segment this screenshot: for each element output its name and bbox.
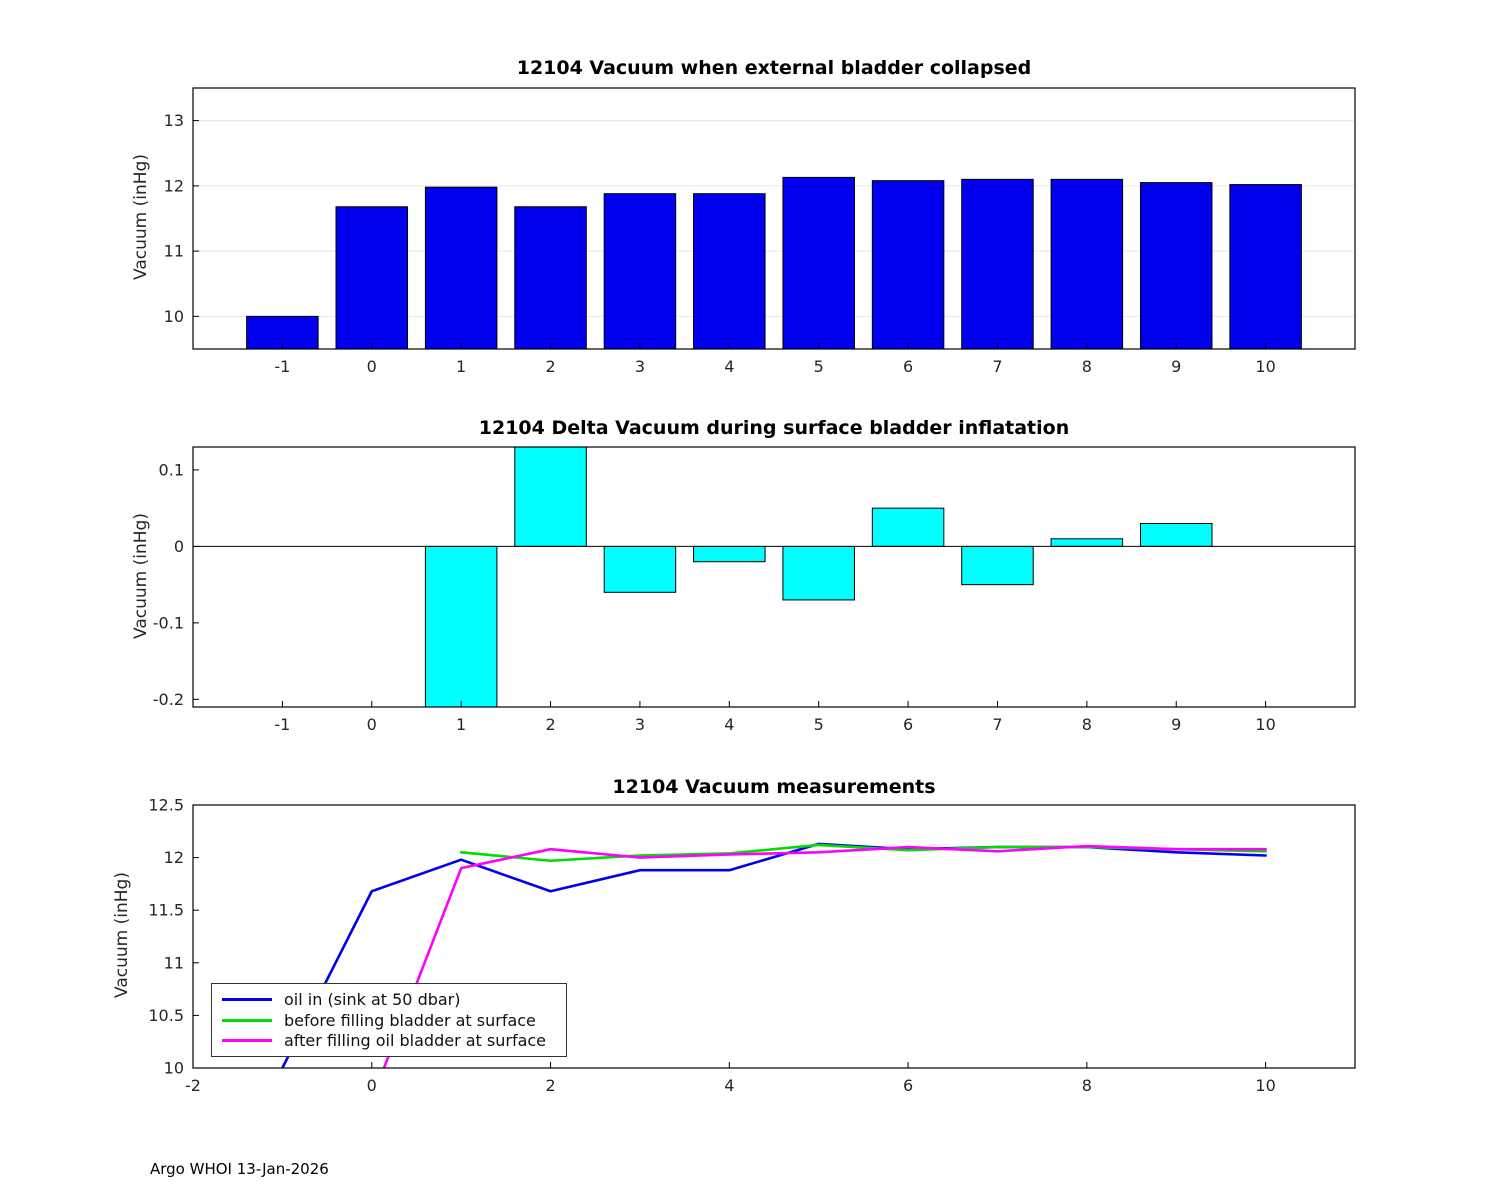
chart1-title: 12104 Vacuum when external bladder colla… [516,57,1032,79]
x-tick-label: 1 [456,357,466,376]
bar [603,545,677,593]
bar [1050,178,1124,349]
x-tick-label: 1 [456,715,466,734]
y-tick-label: 0 [174,537,184,556]
y-tick-label: -0.2 [153,690,184,709]
legend: oil in (sink at 50 dbar) before filling … [211,983,567,1057]
x-tick-label: 9 [1171,357,1181,376]
bar [782,176,855,349]
x-tick-label: 6 [903,715,913,734]
x-tick-label: 4 [724,715,734,734]
x-tick-label: -2 [185,1076,201,1095]
x-tick-label: 4 [724,357,734,376]
legend-swatch [222,1018,272,1022]
x-tick-label: 0 [367,1076,377,1095]
x-tick-label: 5 [814,715,824,734]
bar [782,545,855,601]
x-tick-label: 8 [1082,357,1092,376]
x-tick-label: 10 [1255,357,1275,376]
axes-box [192,804,1356,1069]
y-tick-label: 12 [164,176,184,195]
axes-box [192,446,1356,708]
y-tick-label: 11 [164,242,184,261]
chart1-ylabel: Vacuum (inHg) [131,154,151,280]
y-tick-label: 10.5 [148,1006,184,1025]
x-tick-label: 6 [903,357,913,376]
x-tick-label: 3 [635,715,645,734]
chart3-title: 12104 Vacuum measurements [612,776,936,798]
y-tick-label: 11 [164,953,184,972]
legend-item: after filling oil bladder at surface [222,1030,560,1051]
x-tick-label: 7 [992,357,1002,376]
footer-text: Argo WHOI 13-Jan-2026 [150,1160,329,1178]
plot-content [281,842,1267,1068]
y-tick-label: 10 [164,307,184,326]
bar [961,178,1034,349]
x-tick-label: 10 [1255,715,1275,734]
x-tick-label: 3 [635,357,645,376]
x-tick-label: 2 [545,1076,555,1095]
bar [1139,522,1213,547]
series-line [382,844,1267,1068]
x-tick-label: 2 [545,357,555,376]
chart2-title: 12104 Delta Vacuum during surface bladde… [478,417,1070,439]
plot-content [424,447,1213,707]
y-tick-label: 13 [164,111,184,130]
bar [424,186,498,349]
bar [961,545,1034,586]
chart2-ylabel: Vacuum (inHg) [131,513,151,639]
x-tick-label: 5 [814,357,824,376]
y-tick-label: 12 [164,848,184,867]
x-tick-label: 8 [1082,1076,1092,1095]
x-tick-label: -1 [274,357,290,376]
x-tick-label: 0 [367,357,377,376]
x-tick-label: 0 [367,715,377,734]
legend-label: before filling bladder at surface [284,1010,536,1030]
bar [693,545,766,563]
legend-label: after filling oil bladder at surface [284,1031,547,1051]
bar [603,193,677,349]
y-tick-label: -0.1 [153,613,184,632]
chart3-ylabel: Vacuum (inHg) [112,872,132,998]
legend-item: oil in (sink at 50 dbar) [222,989,560,1010]
x-tick-label: -1 [274,715,290,734]
x-tick-label: 7 [992,715,1002,734]
y-tick-label: 12.5 [148,796,184,815]
bar [1229,184,1302,349]
plot-content [246,176,1302,349]
bar [424,545,498,707]
x-tick-label: 6 [903,1076,913,1095]
x-tick-label: 8 [1082,715,1092,734]
y-tick-label: 10 [164,1059,184,1078]
bar [871,180,945,349]
bar [335,206,409,349]
bar [1139,182,1213,349]
x-tick-label: 4 [724,1076,734,1095]
y-tick-label: 11.5 [148,901,184,920]
x-tick-label: 9 [1171,715,1181,734]
x-tick-label: 10 [1255,1076,1275,1095]
bar [1050,538,1124,547]
legend-label: oil in (sink at 50 dbar) [284,989,461,1009]
legend-swatch [222,1039,272,1043]
legend-item: before filling bladder at surface [222,1010,560,1031]
legend-swatch [222,997,272,1001]
bar [871,507,945,547]
bar [693,193,766,349]
bar [514,447,587,547]
axes-box [192,87,1356,350]
x-tick-label: 2 [545,715,555,734]
bar [514,206,587,349]
y-tick-label: 0.1 [159,460,184,479]
